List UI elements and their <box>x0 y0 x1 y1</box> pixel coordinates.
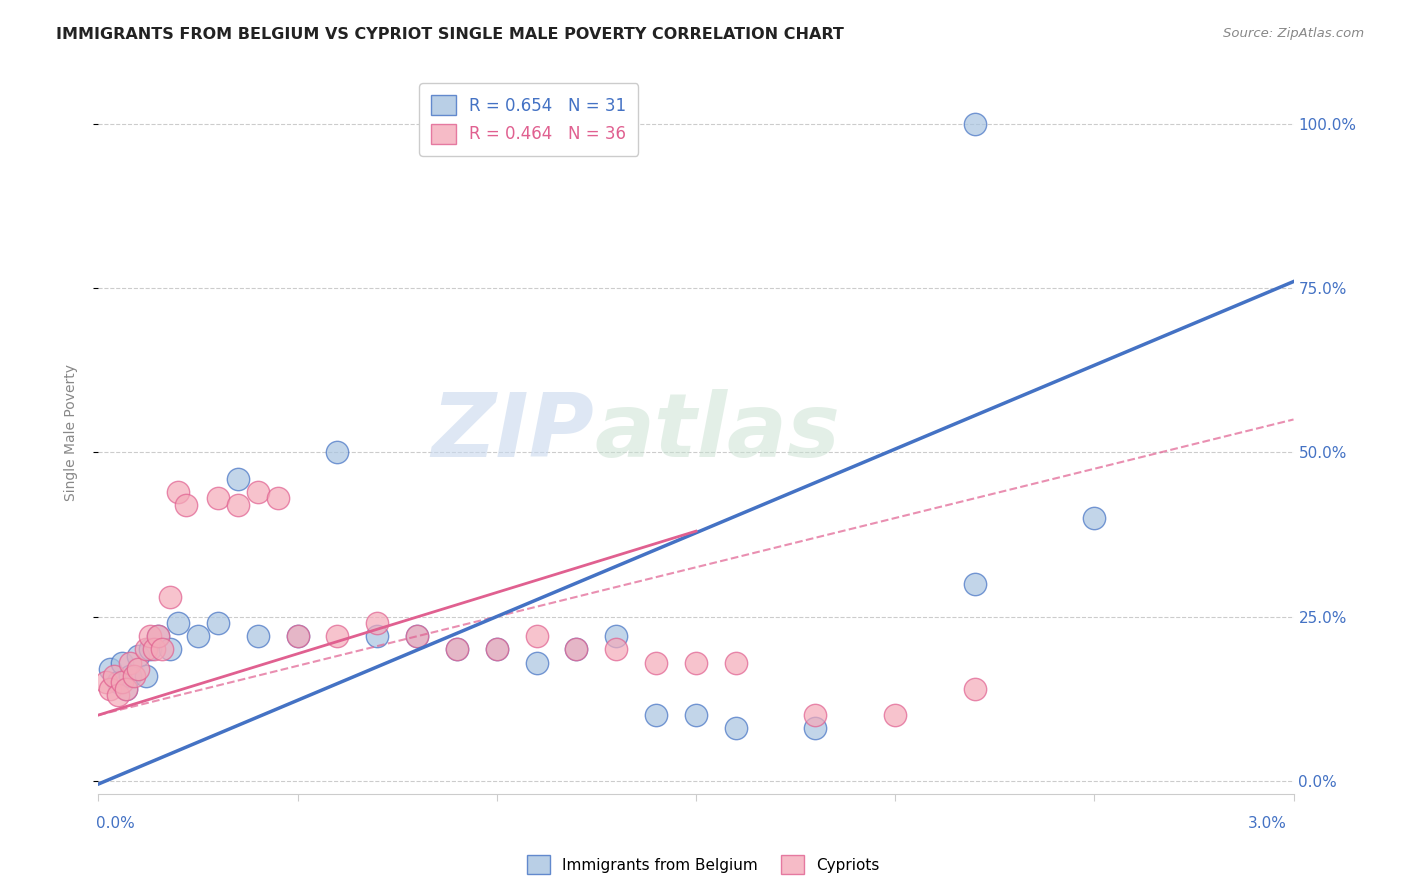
Point <box>406 629 429 643</box>
Legend: R = 0.654   N = 31, R = 0.464   N = 36: R = 0.654 N = 31, R = 0.464 N = 36 <box>419 83 638 155</box>
Point <box>107 689 129 703</box>
Point <box>139 642 162 657</box>
Point <box>526 656 548 670</box>
Point <box>526 629 548 643</box>
Point <box>685 656 707 670</box>
Point <box>406 629 429 643</box>
Point <box>159 590 181 604</box>
Point <box>605 642 627 657</box>
Point <box>485 642 508 657</box>
Point <box>804 708 827 723</box>
Point <box>246 484 269 499</box>
Point <box>207 491 229 506</box>
Point <box>96 675 118 690</box>
Point <box>963 576 986 591</box>
Point <box>326 445 349 459</box>
Y-axis label: Single Male Poverty: Single Male Poverty <box>63 364 77 501</box>
Point <box>127 648 149 663</box>
Point <box>127 662 149 676</box>
Point <box>326 629 349 643</box>
Point <box>115 681 138 696</box>
Point <box>963 681 986 696</box>
Point <box>207 616 229 631</box>
Point <box>963 117 986 131</box>
Point <box>159 642 181 657</box>
Point <box>148 629 170 643</box>
Point <box>98 662 122 676</box>
Point <box>685 708 707 723</box>
Point <box>446 642 468 657</box>
Text: atlas: atlas <box>595 389 841 476</box>
Point <box>120 656 142 670</box>
Point <box>287 629 309 643</box>
Point <box>167 616 190 631</box>
Point <box>485 642 508 657</box>
Text: Source: ZipAtlas.com: Source: ZipAtlas.com <box>1223 27 1364 40</box>
Point <box>143 642 166 657</box>
Point <box>645 656 668 670</box>
Point <box>226 498 249 512</box>
Point <box>174 498 197 512</box>
Point <box>246 629 269 643</box>
Point <box>135 668 157 682</box>
Point <box>103 668 125 682</box>
Point <box>804 721 827 735</box>
Point <box>120 668 142 682</box>
Text: 3.0%: 3.0% <box>1247 816 1286 831</box>
Point <box>446 642 468 657</box>
Point <box>139 629 162 643</box>
Text: IMMIGRANTS FROM BELGIUM VS CYPRIOT SINGLE MALE POVERTY CORRELATION CHART: IMMIGRANTS FROM BELGIUM VS CYPRIOT SINGL… <box>56 27 844 42</box>
Point <box>565 642 588 657</box>
Point <box>107 675 129 690</box>
Point <box>150 642 173 657</box>
Point <box>287 629 309 643</box>
Point <box>135 642 157 657</box>
Point <box>366 616 388 631</box>
Point <box>98 681 122 696</box>
Point <box>565 642 588 657</box>
Point <box>605 629 627 643</box>
Point <box>724 656 747 670</box>
Point <box>366 629 388 643</box>
Point <box>645 708 668 723</box>
Point <box>167 484 190 499</box>
Point <box>111 675 134 690</box>
Point <box>884 708 907 723</box>
Point <box>724 721 747 735</box>
Point <box>187 629 209 643</box>
Point <box>148 629 170 643</box>
Legend: Immigrants from Belgium, Cypriots: Immigrants from Belgium, Cypriots <box>520 849 886 880</box>
Point <box>605 117 627 131</box>
Point <box>226 472 249 486</box>
Text: ZIP: ZIP <box>432 389 595 476</box>
Point <box>267 491 290 506</box>
Point <box>124 668 146 682</box>
Text: 0.0%: 0.0% <box>96 816 135 831</box>
Point <box>111 656 134 670</box>
Point <box>115 681 138 696</box>
Point <box>1083 511 1105 525</box>
